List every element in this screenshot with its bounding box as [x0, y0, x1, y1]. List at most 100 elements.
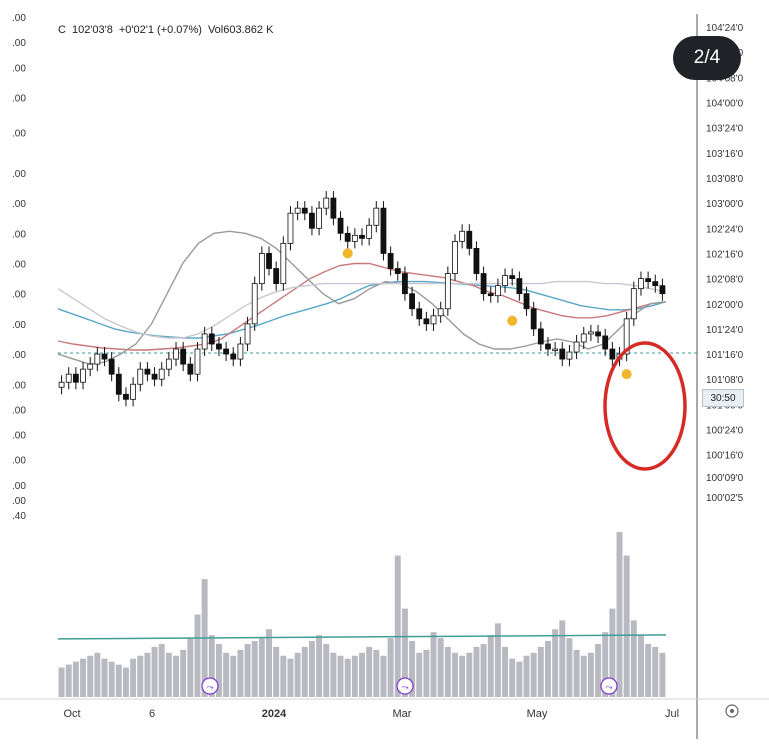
- candle-body: [165, 358, 172, 370]
- close-value: 102'03'8: [71, 24, 113, 36]
- volume-bar: [423, 649, 430, 697]
- volume-ma-line: [57, 634, 667, 640]
- candle-body: [309, 212, 315, 229]
- candle-body: [545, 343, 551, 350]
- event-marker-icon: [600, 677, 618, 695]
- candle-body: [366, 224, 373, 239]
- event-marker-icon: [201, 677, 219, 695]
- volume-bar: [173, 655, 179, 697]
- volume-bar: [373, 649, 380, 697]
- candle-body: [80, 368, 86, 383]
- volume-bar: [380, 655, 387, 697]
- candle-body: [137, 368, 144, 385]
- volume-bar: [287, 658, 294, 697]
- candle-body: [123, 393, 129, 400]
- volume-bar: [344, 658, 351, 697]
- left-axis-tick-label: .40: [12, 511, 26, 522]
- candle-body: [187, 363, 194, 375]
- candle-body: [559, 348, 566, 360]
- price-tick-label: 102'16'0: [706, 249, 744, 260]
- volume-bar: [566, 638, 573, 697]
- volume-bar: [65, 664, 72, 697]
- volume-bar: [623, 555, 630, 697]
- candle-body: [201, 333, 208, 350]
- price-tick-label: 103'08'0: [706, 174, 744, 185]
- volume-bar: [480, 643, 487, 697]
- candle-body: [659, 285, 666, 295]
- volume-bar: [244, 643, 251, 697]
- volume-bar: [80, 658, 87, 697]
- price-tick-label: 104'00'0: [706, 99, 744, 110]
- candle-body: [523, 293, 530, 310]
- time-tick-label: Jul: [665, 708, 679, 720]
- candle-body: [623, 318, 630, 355]
- left-axis-tick-label: .00: [12, 38, 26, 49]
- volume-bar: [258, 638, 265, 697]
- volume-bar: [437, 638, 444, 697]
- left-axis-tick-label: .00: [12, 380, 26, 391]
- moving-average-line: [57, 280, 667, 339]
- event-marker-icon: [396, 677, 414, 695]
- volume-bar: [151, 646, 158, 697]
- volume-bar: [144, 652, 151, 697]
- left-axis-tick-label: .00: [12, 169, 26, 180]
- volume-bar: [466, 652, 473, 697]
- volume-bar: [208, 635, 215, 697]
- candle-body: [537, 328, 544, 345]
- volume-value: 603.862 K: [223, 24, 274, 36]
- volume-bar: [330, 652, 337, 697]
- left-axis-tick-label: .00: [12, 320, 26, 331]
- volume-bar: [452, 652, 458, 697]
- volume-bar: [301, 646, 308, 697]
- volume-bar: [94, 652, 101, 697]
- candle-body: [566, 351, 573, 360]
- candle-body: [194, 348, 201, 375]
- volume-bar: [223, 652, 230, 697]
- highlight-circle: [603, 341, 687, 471]
- volume-bar: [473, 646, 480, 697]
- settings-gear-icon: [725, 704, 739, 718]
- candle-body: [58, 381, 65, 388]
- candle-body: [108, 358, 115, 375]
- left-axis-tick-label: .00: [12, 290, 26, 301]
- price-tick-label: 103'00'0: [706, 199, 744, 210]
- price-tick-label: 102'24'0: [706, 224, 744, 235]
- candle-body: [602, 335, 609, 350]
- candle-body: [495, 285, 501, 297]
- volume-bar: [637, 635, 644, 697]
- volume-bar: [409, 641, 416, 697]
- candle-body: [230, 353, 237, 360]
- volume-bar: [552, 629, 559, 697]
- candle-body: [158, 368, 165, 380]
- event-marker-glyph: ⤳: [206, 682, 213, 692]
- candle-body: [151, 373, 158, 380]
- volume-bar: [545, 641, 551, 697]
- price-tick-label: 104'24'0: [706, 23, 744, 34]
- page-indicator-badge[interactable]: 2/4: [673, 36, 741, 80]
- volume-bar: [122, 667, 129, 697]
- candle-body: [130, 383, 137, 400]
- volume-bar: [273, 646, 280, 697]
- candle-body: [223, 348, 229, 355]
- candle-body: [208, 333, 215, 345]
- volume-bar: [609, 608, 616, 697]
- volume-bar: [72, 661, 79, 697]
- volume-bar: [294, 652, 301, 697]
- candle-body: [430, 315, 437, 325]
- candle-body: [587, 331, 594, 335]
- candle-body: [452, 240, 458, 274]
- price-tick-label: 103'24'0: [706, 124, 744, 135]
- volume-bar: [165, 652, 172, 697]
- candle-body: [609, 348, 616, 360]
- candle-body: [330, 197, 337, 219]
- candle-body: [180, 348, 187, 365]
- left-axis-tick-label: .00: [12, 229, 26, 240]
- volume-bar: [537, 646, 544, 697]
- time-tick-label: 6: [149, 708, 155, 720]
- left-axis-tick-label: .00: [12, 129, 26, 140]
- volume-bar: [401, 608, 408, 697]
- candle-body: [316, 207, 322, 229]
- volume-bar: [323, 643, 330, 697]
- volume-bar: [137, 655, 144, 697]
